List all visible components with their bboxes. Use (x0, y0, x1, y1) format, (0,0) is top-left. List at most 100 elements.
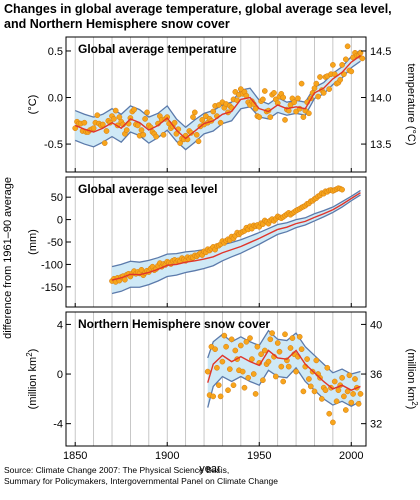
data-point (296, 333, 303, 340)
data-point (346, 372, 353, 379)
panel-snow-cover: Northern Hemisphere snow cover40-4403632… (25, 311, 420, 447)
data-point (341, 71, 347, 78)
data-point (339, 186, 345, 193)
data-point (210, 108, 217, 115)
data-point (306, 110, 312, 117)
data-point (134, 122, 141, 129)
figure-title-line-1: Changes in global average temperature, g… (4, 2, 392, 16)
data-point (261, 347, 268, 354)
x-tick-label: 1950 (247, 450, 271, 462)
data-point (318, 396, 325, 402)
y-tick-label-right: 40 (370, 319, 382, 331)
y-tick-label-right: 32 (370, 419, 382, 431)
data-point (131, 106, 137, 113)
data-point (269, 330, 275, 336)
y-unit-label-left: (million km2) (25, 349, 40, 410)
footer-line-2: Summary for Policymakers, Intergovernmen… (4, 476, 279, 486)
smoothed-line (111, 192, 361, 281)
data-point (313, 80, 320, 87)
data-point (357, 49, 364, 56)
data-point (298, 80, 305, 87)
data-point (330, 62, 336, 68)
data-point (112, 107, 119, 114)
data-point (267, 336, 274, 343)
data-point (272, 373, 279, 380)
y-unit-label-left: (°C) (27, 95, 39, 115)
data-point (339, 62, 345, 68)
smoothed-line (207, 349, 361, 391)
data-point (225, 387, 231, 394)
y-tick-label: 50 (51, 192, 63, 204)
smoothed-line (74, 55, 361, 140)
data-point (214, 364, 220, 371)
data-point (278, 363, 285, 370)
y-tick-label: -0.5 (44, 139, 63, 151)
data-point (193, 131, 200, 138)
data-point (153, 133, 160, 140)
data-point (256, 114, 263, 120)
data-point (352, 376, 358, 382)
data-point (341, 393, 347, 400)
data-point (324, 364, 331, 371)
data-point (271, 90, 277, 96)
uncertainty-band (75, 50, 361, 150)
data-point (280, 94, 287, 101)
data-point (212, 346, 218, 353)
data-point (350, 391, 356, 397)
data-point (276, 348, 283, 355)
data-point (245, 374, 252, 381)
data-point (339, 374, 345, 381)
data-point (344, 43, 351, 50)
data-point (307, 383, 314, 390)
y-tick-label: 0 (57, 369, 63, 381)
x-tick-label: 1850 (63, 450, 87, 462)
data-point (239, 368, 246, 375)
data-point (280, 378, 287, 385)
figure-title-line-2: and Northern Hemisphere snow cover (4, 17, 230, 31)
data-point (217, 393, 224, 400)
data-point (250, 371, 257, 377)
data-point (326, 410, 333, 417)
data-point (111, 116, 117, 122)
data-point (144, 109, 150, 116)
y-tick-label: -50 (47, 237, 63, 249)
panel-frame (65, 36, 367, 173)
y-tick-label: 4 (57, 319, 63, 331)
data-point (191, 109, 198, 116)
data-point (94, 112, 101, 119)
data-point (348, 68, 355, 75)
data-point (311, 388, 318, 395)
band-upper-edge (111, 189, 361, 268)
data-point (215, 382, 222, 389)
data-point (252, 391, 259, 397)
data-point (315, 93, 321, 100)
y-tick-label-right: 13.5 (370, 139, 391, 151)
figure-title: Changes in global average temperature, g… (4, 2, 416, 32)
data-point (313, 357, 320, 364)
source-footer: Source: Climate Change 2007: The Physica… (4, 465, 416, 487)
y-tick-label: 0.0 (48, 93, 63, 105)
data-point (228, 336, 235, 343)
data-point (293, 368, 299, 375)
data-point (217, 119, 224, 126)
data-point (298, 346, 305, 353)
data-point (190, 114, 196, 120)
data-point (289, 335, 296, 341)
data-point (219, 358, 226, 365)
x-tick-label: 1900 (155, 450, 179, 462)
data-point (342, 407, 349, 413)
data-point (300, 388, 307, 395)
data-point (252, 105, 259, 112)
data-point (204, 368, 211, 375)
data-point (274, 340, 281, 346)
data-point (258, 351, 264, 358)
data-point (138, 266, 145, 273)
shared-y-axis-label: difference from 1961–90 average (2, 177, 14, 339)
data-point (285, 363, 292, 370)
data-point (282, 331, 288, 338)
data-point (123, 127, 130, 133)
y-unit-label-right: temperature (°C) (405, 63, 417, 145)
data-point (99, 121, 106, 128)
x-tick-label: 2000 (339, 450, 363, 462)
